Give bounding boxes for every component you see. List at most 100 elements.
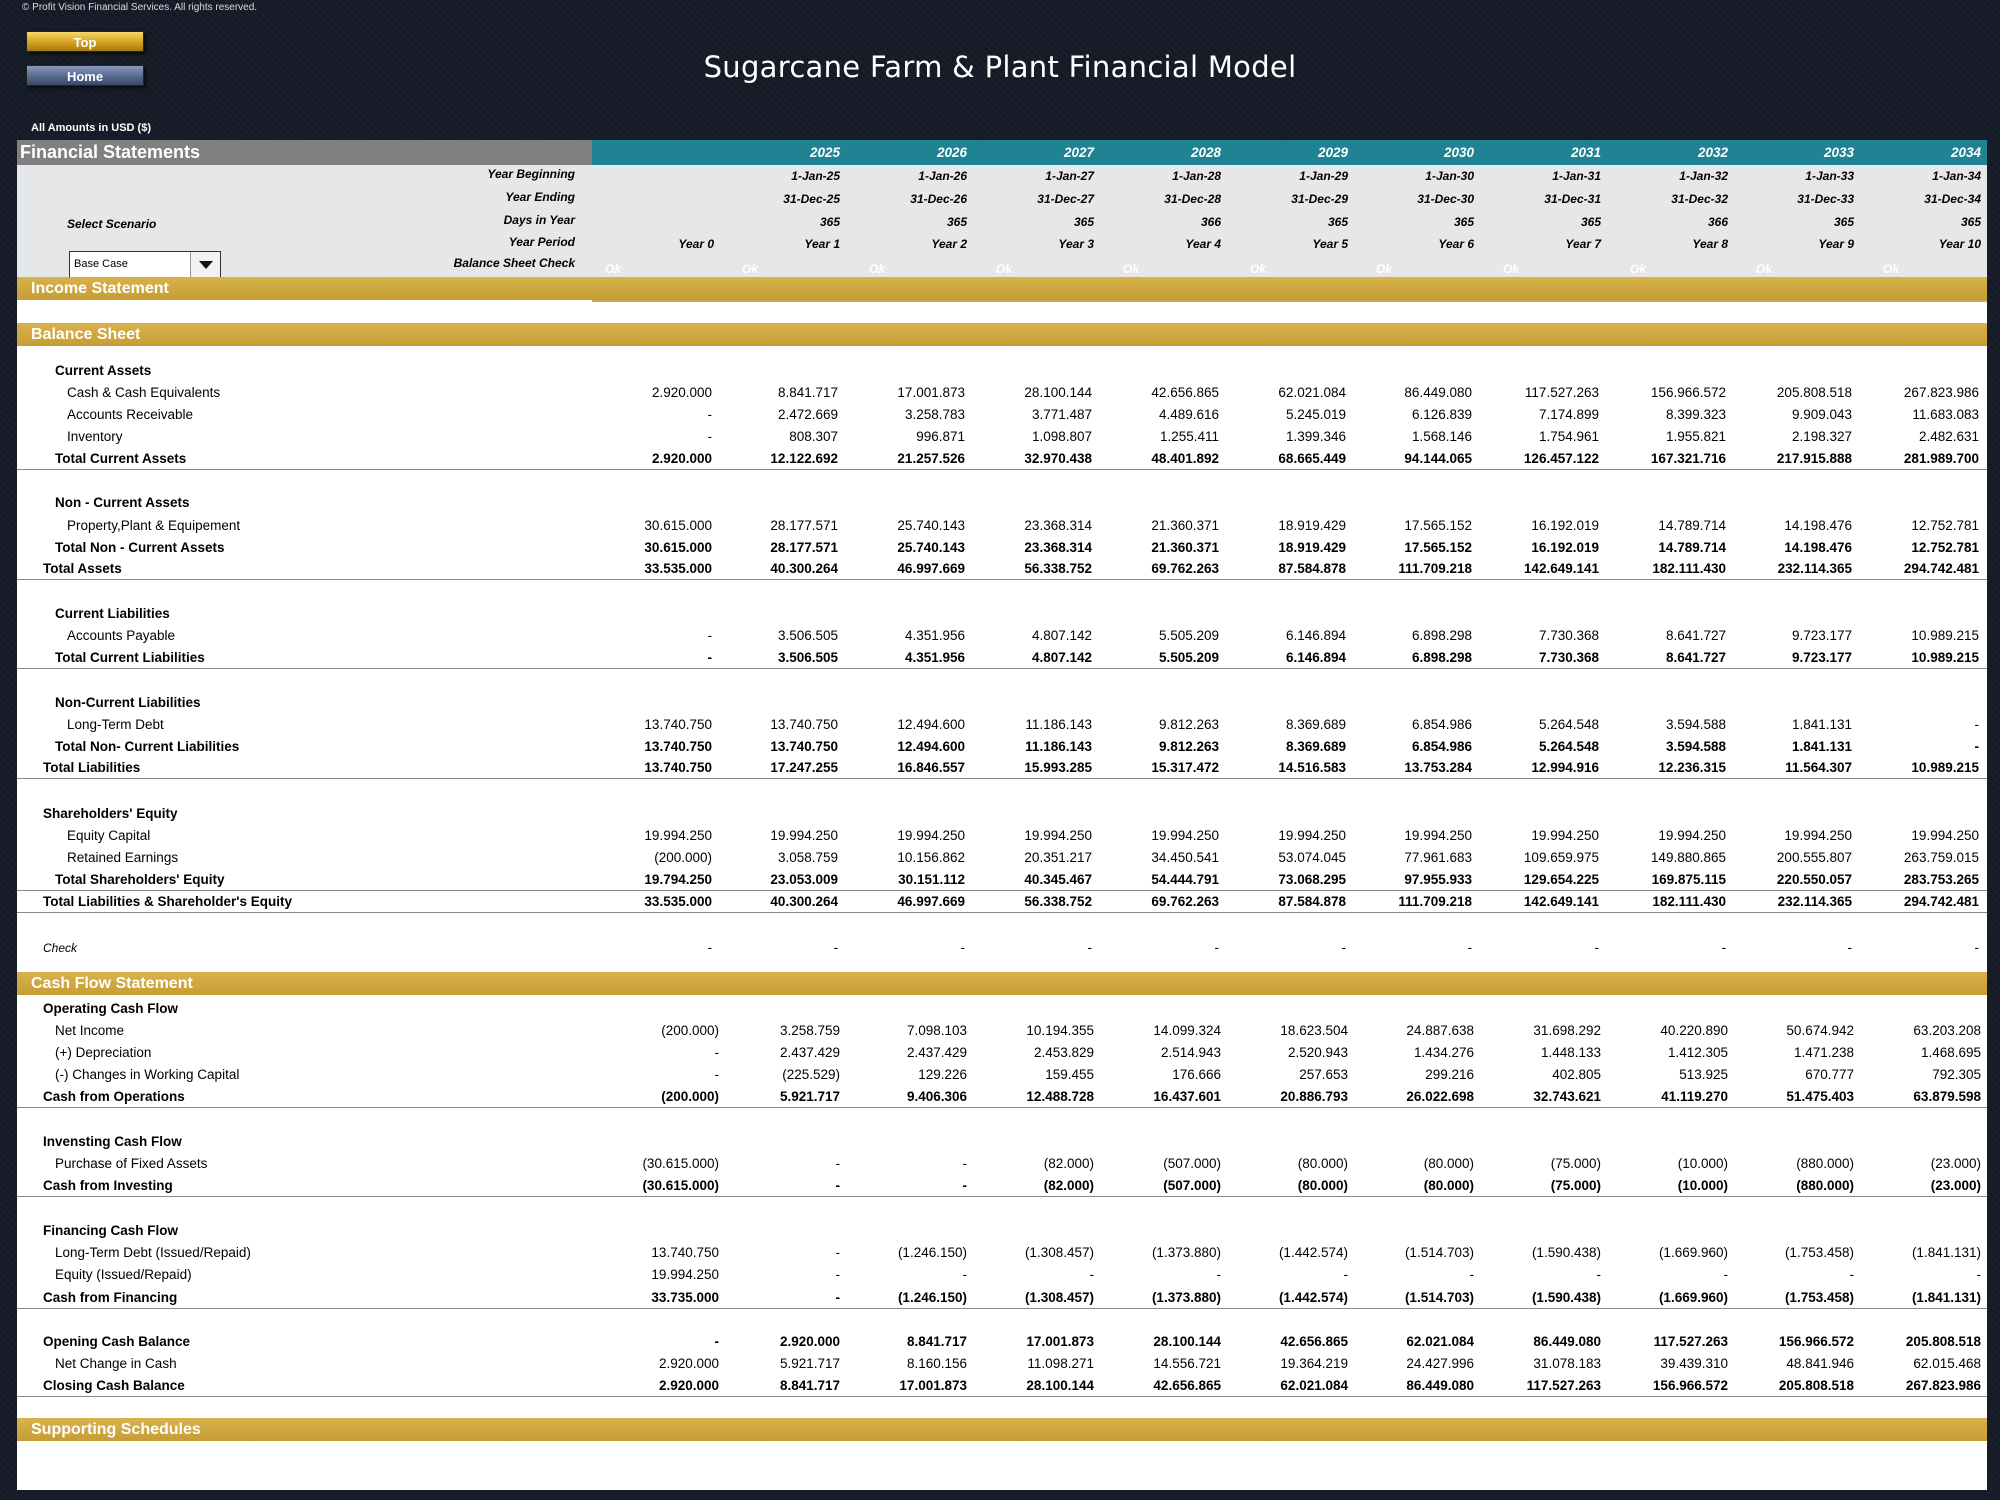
row-value: 513.925	[1679, 1067, 1728, 1082]
row-value: 42.656.865	[1280, 1334, 1348, 1349]
row-value: 19.364.219	[1280, 1356, 1348, 1371]
row-value: (80.000)	[1423, 1156, 1474, 1171]
row-label: Accounts Payable	[67, 628, 176, 643]
row-value: 34.450.541	[1151, 850, 1219, 865]
row-value: 257.653	[1299, 1067, 1348, 1082]
row-value: 33.735.000	[651, 1290, 719, 1305]
row-value: 1.955.821	[1665, 429, 1726, 444]
row-value: -	[1974, 940, 1980, 955]
row-value: 1.098.807	[1031, 429, 1092, 444]
info-row-value: 31-Dec-27	[1037, 192, 1094, 206]
row-value: 40.345.467	[1024, 872, 1092, 887]
row-label: Financing Cash Flow	[43, 1223, 179, 1238]
row-value: 21.360.371	[1151, 540, 1219, 555]
row-value: 2.520.943	[1287, 1045, 1348, 1060]
balance-check-value: Ok	[1250, 262, 1267, 276]
row-value: (200.000)	[661, 1023, 719, 1038]
row-value: 3.258.759	[779, 1023, 840, 1038]
info-row-value: 365	[1833, 215, 1854, 229]
row-label: (-) Changes in Working Capital	[55, 1067, 240, 1082]
row-value: (507.000)	[1163, 1178, 1221, 1193]
row-value: 200.555.807	[1776, 850, 1852, 865]
row-value: (75.000)	[1550, 1178, 1601, 1193]
balance-sheet-row: Total Liabilities & Shareholder's Equity…	[17, 891, 1987, 913]
row-value: 19.994.250	[1278, 828, 1346, 843]
row-value: 86.449.080	[1406, 1378, 1474, 1393]
row-value: 87.584.878	[1278, 561, 1346, 576]
row-label: Total Liabilities	[43, 760, 141, 775]
row-value: 1.754.961	[1538, 429, 1599, 444]
row-value: 808.307	[789, 429, 838, 444]
row-value: 3.506.505	[777, 628, 838, 643]
row-value: 19.994.250	[651, 1267, 719, 1282]
row-value: 21.360.371	[1151, 518, 1219, 533]
row-value: (30.615.000)	[642, 1178, 719, 1193]
scenario-select[interactable]: Base Case	[69, 251, 221, 278]
row-value: 267.823.986	[1903, 385, 1979, 400]
home-button[interactable]: Home	[26, 65, 144, 86]
row-value: 129.226	[918, 1067, 967, 1082]
row-value: 167.321.716	[1650, 451, 1726, 466]
row-label: Total Assets	[43, 561, 122, 576]
row-value: 56.338.752	[1024, 561, 1092, 576]
row-value: 46.997.669	[897, 894, 965, 909]
income-statement-header: Income Statement	[17, 277, 1987, 300]
row-value: 19.994.250	[1024, 828, 1092, 843]
row-value: 23.368.314	[1024, 540, 1092, 555]
row-value: 23.368.314	[1024, 518, 1092, 533]
row-value: 53.074.045	[1278, 850, 1346, 865]
row-value: 17.001.873	[1026, 1334, 1094, 1349]
row-value: 62.021.084	[1278, 385, 1346, 400]
year-header-cell: 2025	[809, 145, 840, 160]
row-value: (880.000)	[1796, 1156, 1854, 1171]
row-label: Property,Plant & Equipement	[67, 518, 241, 533]
row-value: -	[707, 628, 713, 643]
row-value: 46.997.669	[897, 561, 965, 576]
row-value: 48.401.892	[1151, 451, 1219, 466]
cash-flow-row: Net Change in Cash 2.920.000 5.921.717 8.16…	[17, 1353, 1987, 1375]
row-value: 19.994.250	[644, 828, 712, 843]
row-value: 8.841.717	[779, 1378, 840, 1393]
row-value: 109.659.975	[1523, 850, 1599, 865]
row-value: 56.338.752	[1024, 894, 1092, 909]
row-value: 294.742.481	[1903, 561, 1979, 576]
row-value: (75.000)	[1550, 1156, 1601, 1171]
row-value: 42.656.865	[1153, 1378, 1221, 1393]
balance-sheet-row: Total Non - Current Assets 30.615.000 28.1…	[17, 537, 1987, 559]
row-value: -	[1341, 940, 1347, 955]
info-row-value: Year 4	[1185, 237, 1221, 251]
row-value: 182.111.430	[1652, 894, 1726, 909]
row-label: Operating Cash Flow	[43, 1001, 179, 1016]
info-row-value: Year 3	[1058, 237, 1094, 251]
row-value: 1.471.238	[1793, 1045, 1854, 1060]
row-value: 87.584.878	[1278, 894, 1346, 909]
top-button[interactable]: Top	[26, 31, 144, 52]
row-label: Total Shareholders' Equity	[55, 872, 225, 887]
row-value: -	[962, 1156, 968, 1171]
chevron-down-icon[interactable]	[190, 252, 220, 277]
row-value: -	[960, 940, 966, 955]
year-header-cell: 2030	[1443, 145, 1474, 160]
row-value: 14.198.476	[1784, 540, 1852, 555]
row-value: 24.427.996	[1406, 1356, 1474, 1371]
row-value: 283.753.265	[1903, 872, 1979, 887]
row-value: 12.488.728	[1026, 1089, 1094, 1104]
row-value: -	[1849, 1267, 1855, 1282]
row-value: 11.098.271	[1027, 1356, 1094, 1371]
balance-sheet-row: Total Assets 33.535.000 40.300.264 46.997.6…	[17, 558, 1987, 580]
row-value: (1.753.458)	[1784, 1290, 1854, 1305]
amounts-label: All Amounts in USD ($)	[31, 122, 151, 134]
info-row-value: Year 1	[804, 237, 840, 251]
info-row-value: 31-Dec-30	[1417, 192, 1474, 206]
row-value: 5.245.019	[1285, 407, 1346, 422]
row-value: 18.919.429	[1278, 540, 1346, 555]
cash-flow-row: Cash from Financing 33.735.000 - (1.246.150…	[17, 1287, 1987, 1309]
row-value: 19.994.250	[897, 828, 965, 843]
row-value: (1.308.457)	[1024, 1290, 1094, 1305]
row-value: 6.898.298	[1411, 628, 1472, 643]
balance-sheet-row: Total Current Liabilities - 3.506.505 4.351…	[17, 647, 1987, 669]
row-value: 5.264.548	[1538, 739, 1599, 754]
row-value: 6.146.894	[1285, 628, 1346, 643]
row-value: 10.156.862	[897, 850, 965, 865]
row-value: -	[962, 1267, 968, 1282]
